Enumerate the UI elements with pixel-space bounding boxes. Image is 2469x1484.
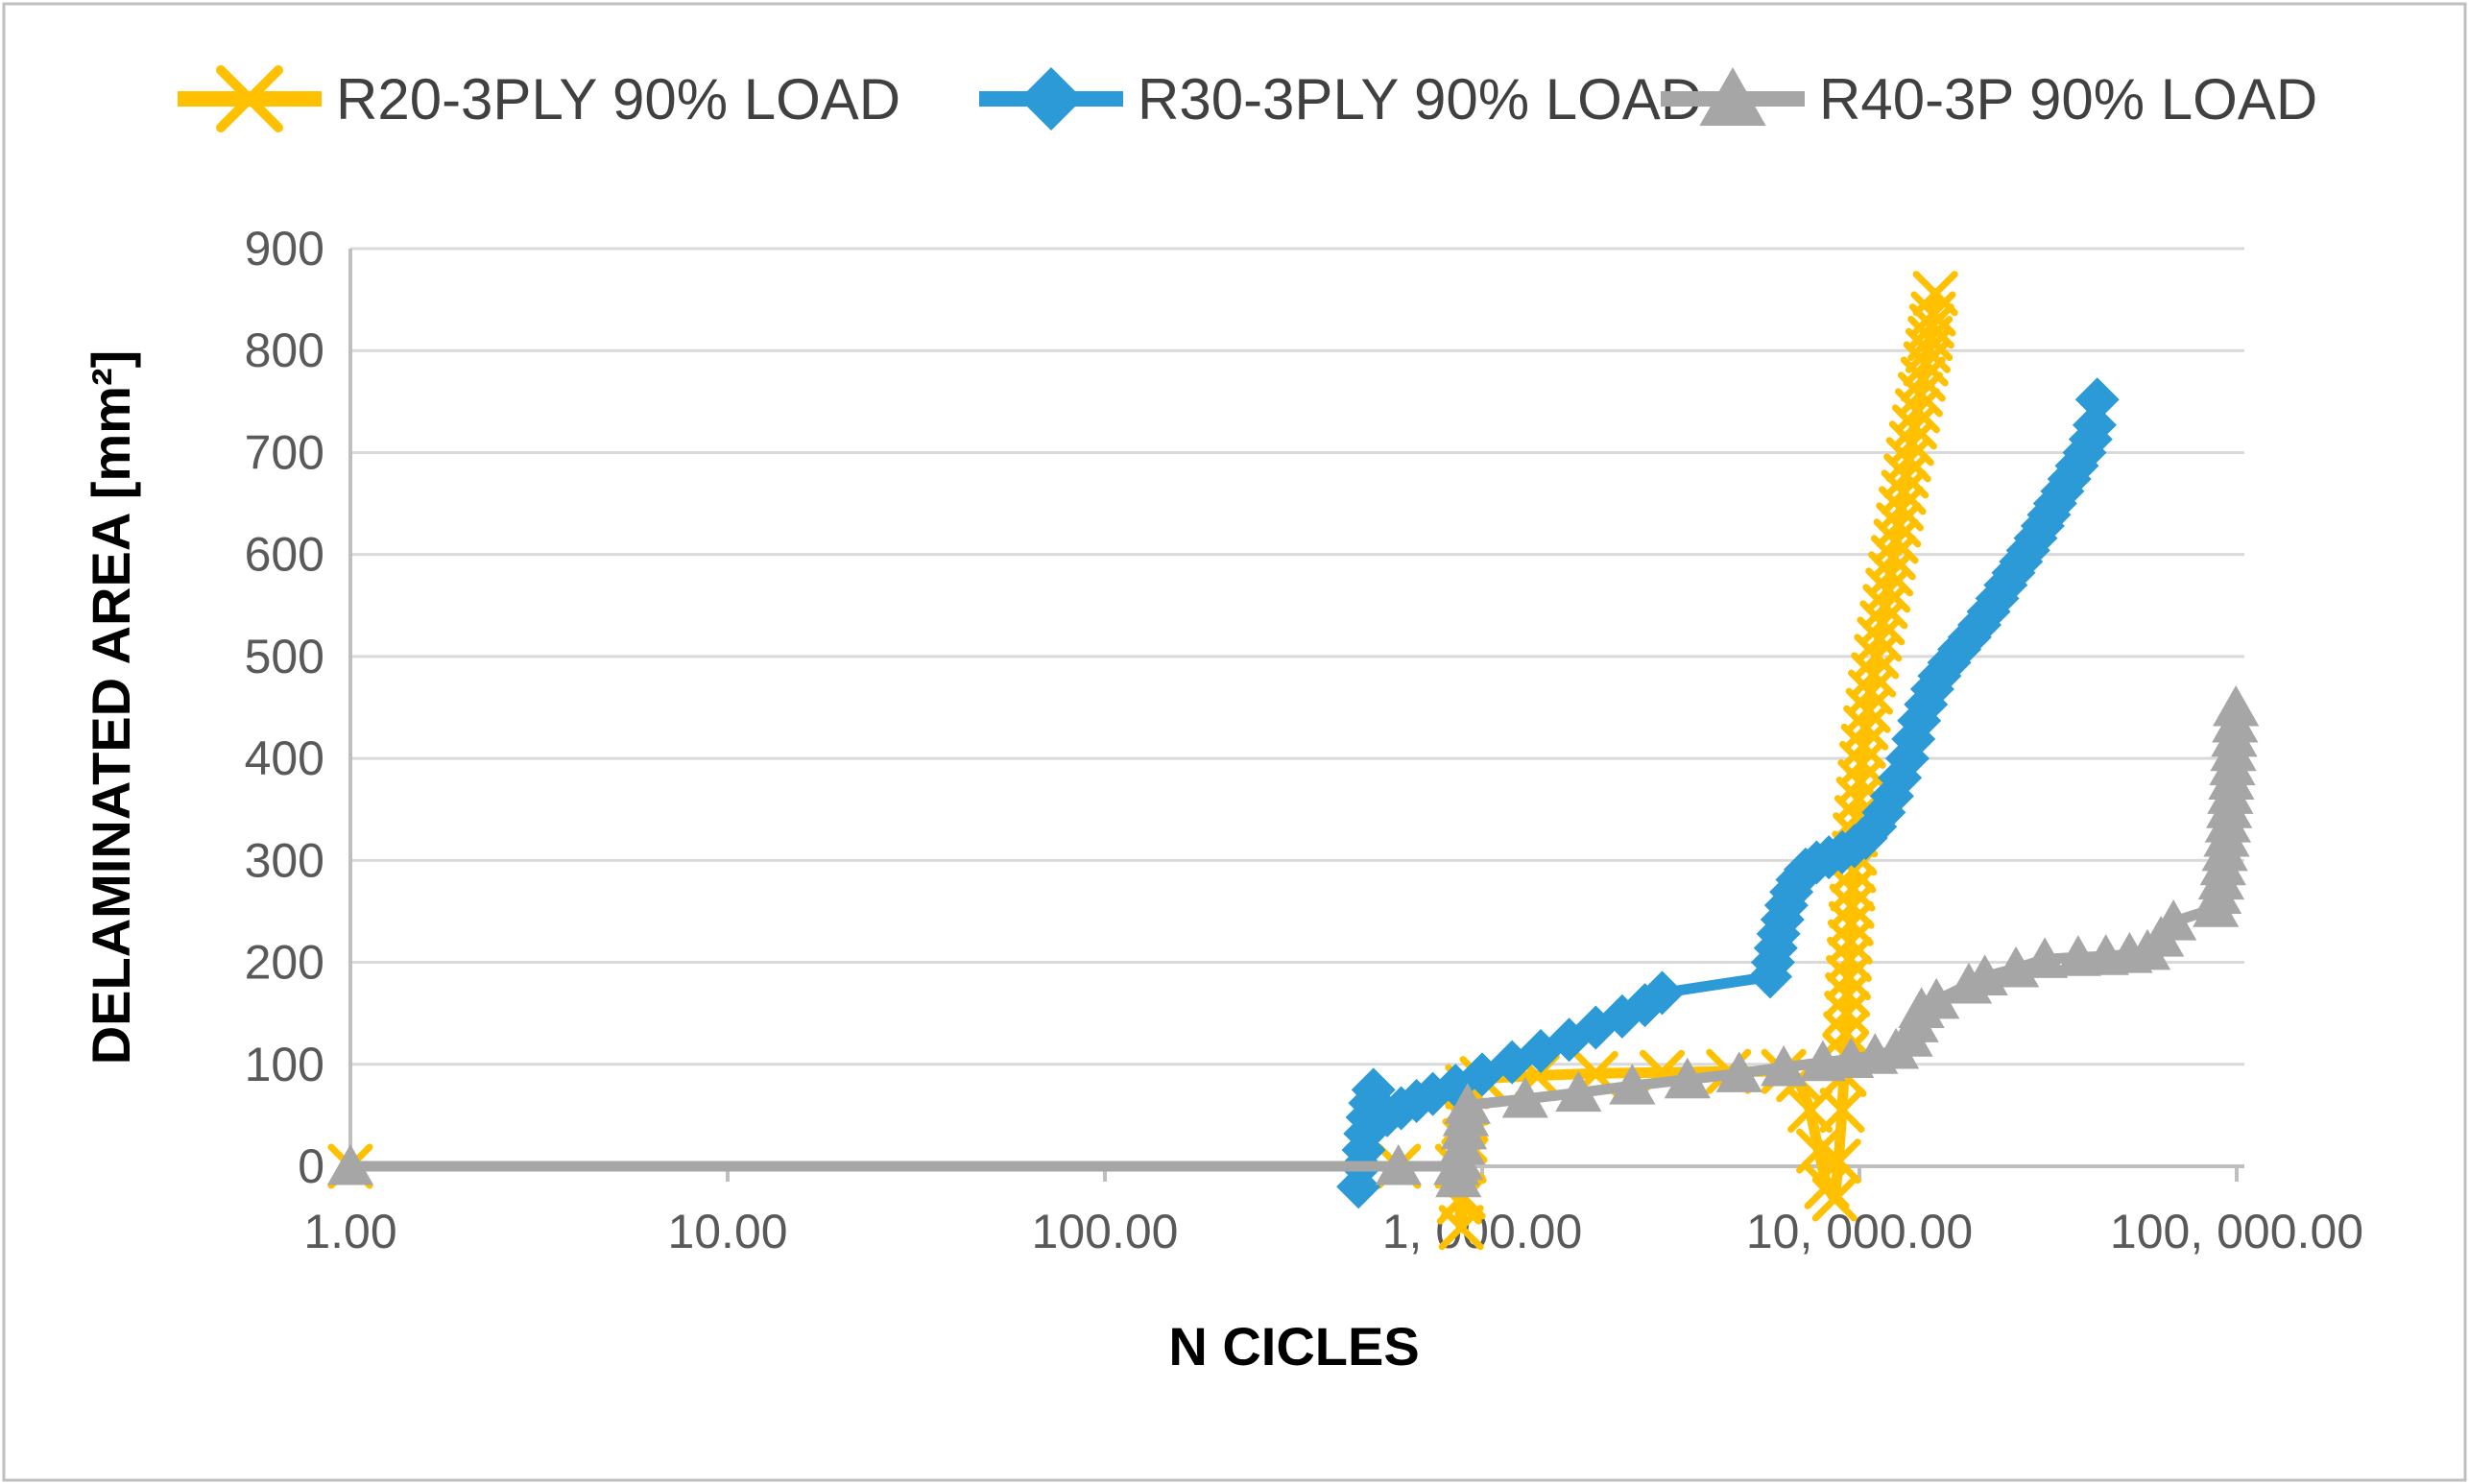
- legend-label: R20-3PLY 90% LOAD: [336, 67, 900, 132]
- data-point-marker: [1787, 1088, 1834, 1134]
- y-tick-label-800: 800: [245, 323, 324, 377]
- data-point-marker: [1829, 883, 1875, 929]
- y-axis-tick-labels: 0 100 200 300 400 500 600 700 800 900: [245, 222, 324, 1193]
- series-layer: [326, 271, 2260, 1251]
- legend-item-r40-3p: R40-3P 90% LOAD: [1661, 67, 2317, 132]
- data-point-marker: [1815, 1138, 1861, 1185]
- data-point-marker: [1609, 1064, 1656, 1105]
- data-point-marker: [1819, 1088, 1865, 1134]
- data-point-marker: [1444, 1083, 1491, 1124]
- y-axis-title: DELAMINATED AREA [mm²]: [81, 350, 141, 1065]
- data-point-marker: [1830, 866, 1876, 912]
- series-r40-3p: [326, 685, 2260, 1198]
- gridlines: [350, 247, 2244, 1066]
- legend-label: R30-3PLY 90% LOAD: [1138, 67, 1702, 132]
- data-point-marker: [2074, 377, 2120, 422]
- y-tick-label-400: 400: [245, 731, 324, 785]
- legend-label: R40-3P 90% LOAD: [1819, 67, 2317, 132]
- data-point-marker: [1826, 936, 1872, 982]
- data-point-marker: [1501, 1076, 1548, 1118]
- data-point-marker: [2021, 937, 2069, 978]
- data-point-marker: [1826, 954, 1872, 1000]
- data-point-marker: [1375, 1144, 1422, 1185]
- data-point-marker: [326, 1144, 374, 1185]
- data-point-marker: [2072, 402, 2117, 447]
- y-tick-label-300: 300: [245, 833, 324, 887]
- diamond-icon: [1019, 67, 1083, 131]
- y-tick-label-700: 700: [245, 425, 324, 479]
- data-point-marker: [1912, 271, 1958, 317]
- legend-item-r20-3ply: R20-3PLY 90% LOAD: [178, 65, 900, 132]
- data-point-marker: [1824, 991, 1870, 1037]
- x-tick-label-0: 1.00: [303, 1205, 396, 1258]
- data-point-marker: [1839, 740, 1885, 786]
- data-point-marker: [1715, 1051, 1762, 1092]
- series-r30-3ply: [1336, 377, 2120, 1209]
- data-point-marker: [1825, 972, 1871, 1018]
- y-tick-label-100: 100: [245, 1038, 324, 1091]
- y-tick-label-200: 200: [245, 936, 324, 990]
- x-axis-tick-labels: 1.00 10.00 100.00 1, 000.00 10, 000.00 100, 0…: [303, 1205, 2363, 1258]
- data-point-marker: [1843, 705, 1889, 751]
- data-point-marker: [1555, 1070, 1602, 1113]
- x-tick-label-4: 10, 000.00: [1746, 1205, 1973, 1258]
- y-tick-label-600: 600: [245, 528, 324, 582]
- x-cross-icon: [216, 65, 283, 132]
- y-tick-label-0: 0: [298, 1139, 324, 1193]
- data-point-marker: [1827, 919, 1873, 965]
- x-tick-label-5: 100, 000.00: [2110, 1205, 2363, 1258]
- data-point-marker: [1937, 627, 1982, 672]
- data-point-marker: [2212, 685, 2260, 727]
- x-axis-title: N CICLES: [1168, 1316, 1419, 1376]
- y-tick-label-900: 900: [245, 222, 324, 275]
- x-tick-label-2: 100.00: [1032, 1205, 1179, 1258]
- data-point-marker: [1845, 687, 1891, 733]
- data-point-marker: [1640, 970, 1685, 1016]
- legend-item-r30-3ply: R30-3PLY 90% LOAD: [979, 67, 1702, 132]
- data-point-marker: [1664, 1057, 1711, 1099]
- triangle-up-icon: [1699, 67, 1766, 127]
- data-point-marker: [1848, 669, 1894, 715]
- data-point-marker: [1760, 1044, 1808, 1087]
- data-point-marker: [1913, 977, 1960, 1019]
- x-tick-label-1: 10.00: [667, 1205, 787, 1258]
- y-tick-label-500: 500: [245, 630, 324, 683]
- data-point-marker: [1840, 723, 1886, 769]
- data-point-marker: [1811, 1176, 1858, 1222]
- data-point-marker: [2150, 899, 2197, 941]
- data-point-marker: [1828, 900, 1874, 946]
- legend: R20-3PLY 90% LOAD R30-3PLY 90% LOAD R40-3P…: [178, 65, 2317, 132]
